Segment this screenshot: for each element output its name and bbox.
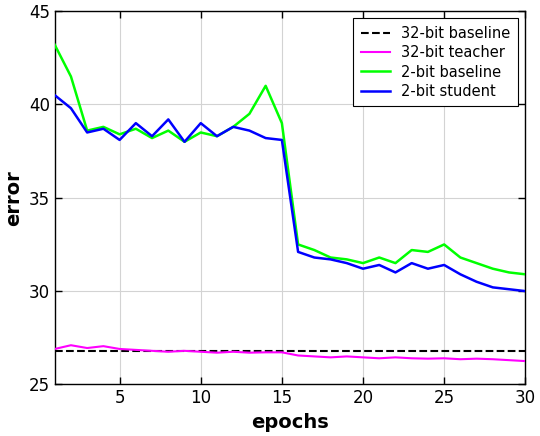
2-bit student bbox=[311, 255, 318, 260]
2-bit baseline bbox=[311, 248, 318, 253]
2-bit student bbox=[100, 126, 106, 131]
2-bit baseline bbox=[522, 272, 529, 277]
32-bit teacher bbox=[506, 358, 512, 363]
2-bit student bbox=[408, 260, 415, 266]
2-bit student bbox=[68, 106, 74, 111]
2-bit student bbox=[165, 117, 172, 122]
2-bit student bbox=[133, 120, 139, 126]
32-bit teacher bbox=[84, 345, 90, 351]
2-bit baseline bbox=[474, 260, 480, 266]
32-bit teacher bbox=[246, 350, 253, 355]
2-bit student bbox=[360, 266, 366, 271]
32-bit teacher bbox=[262, 350, 269, 355]
2-bit baseline bbox=[490, 266, 496, 271]
Line: 32-bit teacher: 32-bit teacher bbox=[55, 345, 525, 361]
2-bit student bbox=[424, 266, 431, 271]
32-bit teacher bbox=[100, 344, 106, 349]
2-bit student bbox=[262, 136, 269, 141]
32-bit teacher bbox=[230, 349, 237, 354]
2-bit baseline bbox=[68, 74, 74, 79]
2-bit student bbox=[279, 137, 285, 143]
2-bit baseline bbox=[198, 130, 204, 135]
2-bit baseline bbox=[392, 260, 399, 266]
2-bit baseline bbox=[51, 42, 58, 48]
X-axis label: epochs: epochs bbox=[251, 413, 329, 432]
2-bit baseline bbox=[441, 242, 447, 247]
2-bit baseline bbox=[376, 255, 382, 260]
32-bit teacher bbox=[408, 356, 415, 361]
2-bit student bbox=[295, 249, 301, 255]
32-bit teacher bbox=[441, 356, 447, 361]
2-bit baseline bbox=[327, 255, 334, 260]
Legend: 32-bit baseline, 32-bit teacher, 2-bit baseline, 2-bit student: 32-bit baseline, 32-bit teacher, 2-bit b… bbox=[353, 18, 518, 106]
2-bit baseline bbox=[506, 270, 512, 275]
2-bit baseline bbox=[117, 132, 123, 137]
2-bit student bbox=[376, 262, 382, 268]
2-bit student bbox=[490, 285, 496, 290]
32-bit teacher bbox=[311, 354, 318, 359]
2-bit student bbox=[457, 272, 464, 277]
32-bit teacher bbox=[133, 347, 139, 353]
32-bit teacher bbox=[279, 350, 285, 355]
32-bit teacher bbox=[117, 346, 123, 351]
2-bit student bbox=[392, 270, 399, 275]
2-bit baseline bbox=[181, 139, 188, 144]
2-bit baseline bbox=[408, 248, 415, 253]
Y-axis label: error: error bbox=[4, 170, 23, 226]
Line: 2-bit student: 2-bit student bbox=[55, 95, 525, 291]
2-bit baseline bbox=[360, 260, 366, 266]
2-bit student bbox=[246, 128, 253, 133]
2-bit student bbox=[441, 262, 447, 268]
32-bit teacher bbox=[51, 346, 58, 351]
2-bit student bbox=[343, 260, 350, 266]
2-bit baseline bbox=[457, 255, 464, 260]
2-bit student bbox=[522, 289, 529, 294]
32-bit teacher bbox=[490, 357, 496, 362]
2-bit baseline bbox=[84, 128, 90, 133]
2-bit student bbox=[474, 279, 480, 284]
32-bit teacher bbox=[149, 348, 156, 354]
2-bit student bbox=[149, 133, 156, 139]
2-bit student bbox=[84, 130, 90, 135]
2-bit student bbox=[181, 139, 188, 144]
32-bit teacher bbox=[68, 343, 74, 348]
2-bit baseline bbox=[246, 111, 253, 116]
2-bit baseline bbox=[424, 249, 431, 255]
32-bit teacher bbox=[343, 354, 350, 359]
2-bit student bbox=[51, 92, 58, 98]
2-bit student bbox=[230, 124, 237, 129]
Line: 2-bit baseline: 2-bit baseline bbox=[55, 45, 525, 274]
32-bit teacher bbox=[474, 356, 480, 361]
32-bit teacher bbox=[424, 356, 431, 361]
2-bit baseline bbox=[100, 124, 106, 129]
32-bit teacher bbox=[165, 349, 172, 354]
32-bit teacher bbox=[198, 349, 204, 354]
2-bit student bbox=[327, 257, 334, 262]
2-bit baseline bbox=[230, 124, 237, 129]
32-bit teacher bbox=[295, 353, 301, 358]
2-bit student bbox=[198, 120, 204, 126]
2-bit baseline bbox=[279, 120, 285, 126]
2-bit student bbox=[117, 137, 123, 143]
2-bit baseline bbox=[165, 128, 172, 133]
32-bit teacher bbox=[522, 358, 529, 364]
2-bit baseline bbox=[133, 126, 139, 131]
32-bit teacher bbox=[181, 348, 188, 354]
2-bit baseline bbox=[149, 136, 156, 141]
32-bit teacher bbox=[457, 357, 464, 362]
32-bit baseline bbox=[35, 348, 42, 354]
32-bit teacher bbox=[392, 355, 399, 360]
32-bit teacher bbox=[360, 355, 366, 360]
2-bit student bbox=[214, 133, 220, 139]
32-bit baseline bbox=[51, 348, 58, 354]
2-bit baseline bbox=[343, 257, 350, 262]
32-bit teacher bbox=[376, 356, 382, 361]
2-bit baseline bbox=[262, 83, 269, 89]
32-bit teacher bbox=[327, 355, 334, 360]
2-bit student bbox=[506, 286, 512, 292]
2-bit baseline bbox=[214, 133, 220, 139]
2-bit baseline bbox=[295, 242, 301, 247]
32-bit teacher bbox=[214, 350, 220, 355]
